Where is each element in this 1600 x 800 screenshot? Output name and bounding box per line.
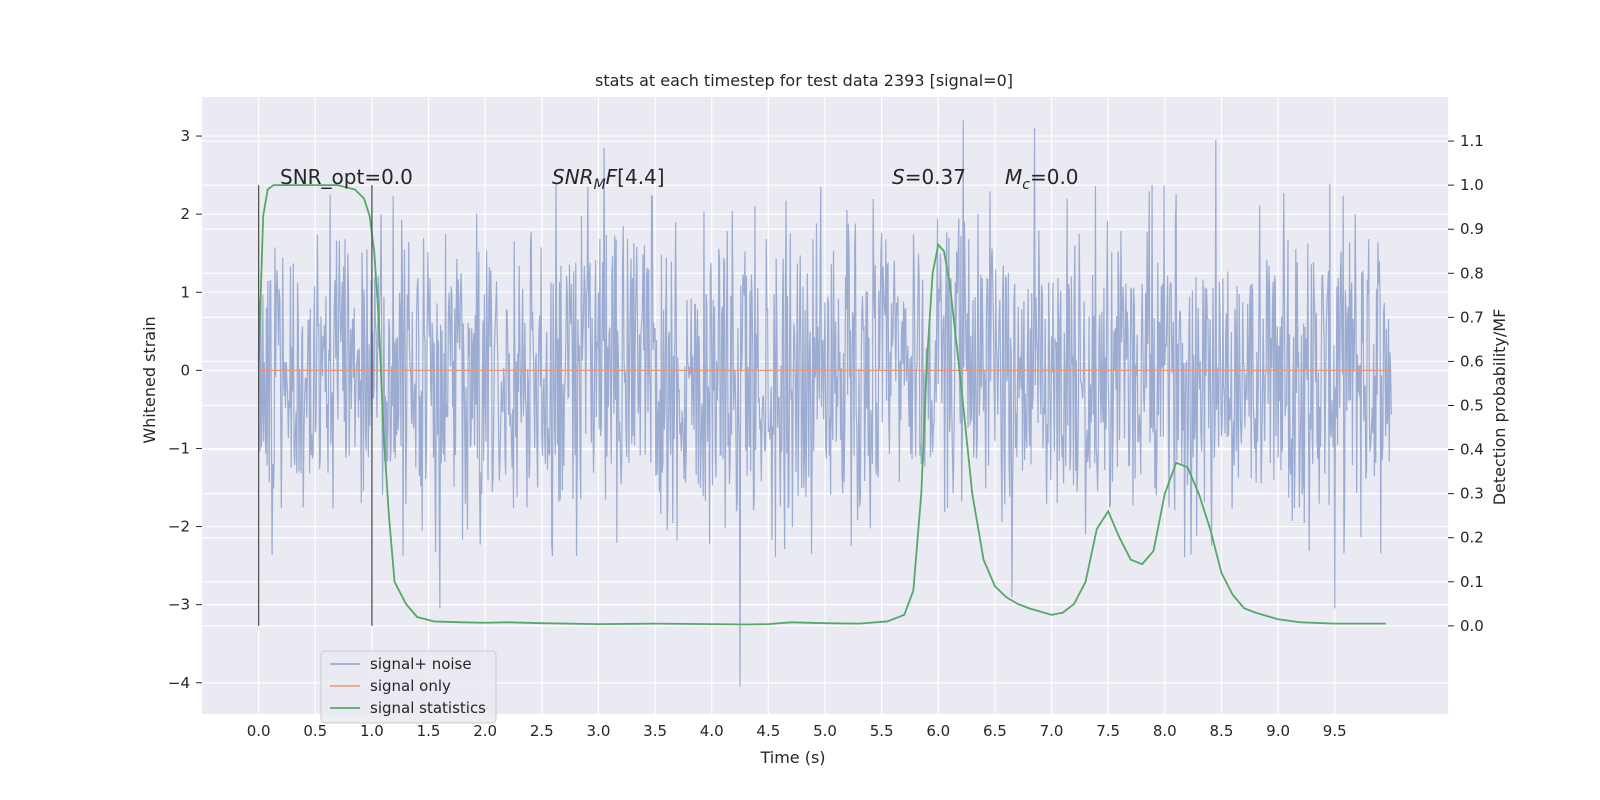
snr-mf-value: [4.4] [617, 165, 664, 189]
legend-label-stats: signal statistics [370, 699, 486, 717]
y-tick-label: 0 [180, 361, 190, 379]
y-tick-label: −1 [168, 439, 190, 457]
y2-tick-label: 0.8 [1460, 264, 1484, 282]
x-tick-label: 9.5 [1323, 722, 1347, 740]
y-tick-label: −3 [168, 596, 190, 614]
y-tick-label: 2 [180, 205, 190, 223]
x-tick-label: 7.0 [1040, 722, 1064, 740]
y2-tick-label: 0.3 [1460, 485, 1484, 503]
s-value: =0.37 [905, 165, 966, 189]
y2-tick-label: 0.2 [1460, 529, 1484, 547]
legend-label-signal: signal only [370, 677, 451, 695]
vertical-markers [257, 185, 373, 626]
y-tick-label: −2 [168, 518, 190, 536]
x-tick-label: 8.0 [1153, 722, 1177, 740]
noise-series [258, 120, 1392, 687]
legend-label-noise: signal+ noise [370, 655, 472, 673]
annotations: SNR_opt=0.0 SNRMF[4.4] S=0.37 Mc=0.0 [280, 165, 1079, 193]
x-tick-label: 4.0 [700, 722, 724, 740]
y-axis-label: Whitened strain [140, 316, 159, 443]
x-tick-label: 3.5 [643, 722, 667, 740]
y2-tick-label: 0.5 [1460, 397, 1484, 415]
mc-annotation: Mc=0.0 [1005, 165, 1079, 193]
x-tick-label: 5.5 [870, 722, 894, 740]
x-tick-label: 0.0 [247, 722, 271, 740]
chart-title: stats at each timestep for test data 239… [595, 71, 1013, 90]
y2-tick-label: 0.9 [1460, 220, 1484, 238]
y2-tick-label: 0.6 [1460, 352, 1484, 370]
axes: 0.0 0.5 1.0 1.5 2.0 2.5 3.0 3.5 4.0 4.5 5.0 5.5 6.0 6… [168, 127, 1484, 740]
legend-box [320, 650, 497, 724]
y2-tick-label: 0.4 [1460, 441, 1484, 459]
x-axis-label: Time (s) [759, 748, 825, 767]
snr-mf-annotation: SNRMF[4.4] [552, 165, 665, 193]
s-annotation: S=0.37 [892, 165, 966, 189]
y2-tick-label: 0.1 [1460, 573, 1484, 591]
y2-tick-label: 0.7 [1460, 308, 1484, 326]
x-tick-label: 2.5 [530, 722, 554, 740]
x-tick-label: 2.0 [473, 722, 497, 740]
x-tick-label: 9.0 [1266, 722, 1290, 740]
x-tick-label: 5.0 [813, 722, 837, 740]
y2-axis-label: Detection probability/MF [1490, 309, 1509, 506]
snr-opt-annotation: SNR_opt=0.0 [280, 165, 413, 189]
y2-tick-label: 1.1 [1460, 132, 1484, 150]
legend: signal+ noise signal only signal statist… [320, 650, 497, 724]
x-tick-label: 3.0 [587, 722, 611, 740]
y-tick-label: 1 [180, 283, 190, 301]
line-series [257, 184, 1392, 626]
y2-tick-label: 0.0 [1460, 617, 1484, 635]
x-tick-label: 1.5 [417, 722, 441, 740]
x-tick-label: 0.5 [303, 722, 327, 740]
mc-value: =0.0 [1030, 165, 1079, 189]
y-tick-label: 3 [180, 127, 190, 145]
x-tick-label: 8.5 [1210, 722, 1234, 740]
x-tick-label: 7.5 [1096, 722, 1120, 740]
y-tick-label: −4 [168, 674, 190, 692]
y2-tick-label: 1.0 [1460, 176, 1484, 194]
x-tick-label: 6.0 [926, 722, 950, 740]
x-tick-label: 1.0 [360, 722, 384, 740]
x-tick-label: 4.5 [756, 722, 780, 740]
signal-statistics-line [257, 184, 1386, 626]
x-tick-label: 6.5 [983, 722, 1007, 740]
noise-line [258, 120, 1392, 687]
